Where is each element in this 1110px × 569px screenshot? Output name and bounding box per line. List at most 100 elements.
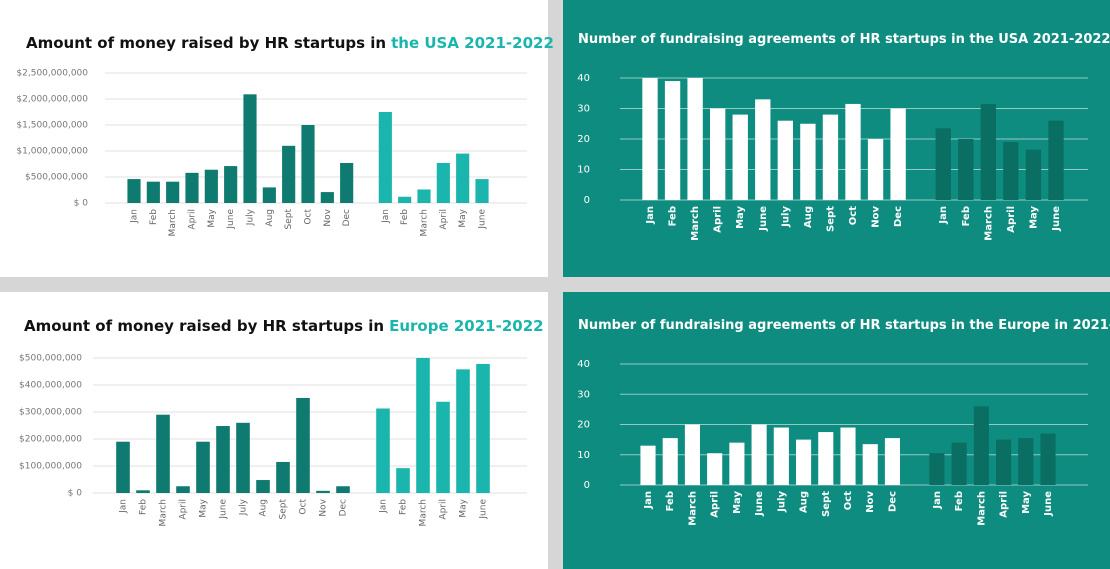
x-tick-label: June bbox=[758, 206, 769, 232]
y-tick-label: $500,000,000 bbox=[25, 173, 88, 183]
bar bbox=[662, 438, 678, 485]
x-tick-label: July bbox=[239, 498, 249, 516]
x-tick-label: Jan bbox=[932, 491, 943, 510]
bar bbox=[475, 179, 489, 203]
x-tick-label: May bbox=[735, 206, 746, 229]
x-tick-label: Sept bbox=[821, 491, 832, 517]
x-tick-label: Aug bbox=[265, 209, 275, 227]
x-tick-label: Nov bbox=[319, 498, 329, 516]
panel-background bbox=[563, 292, 1110, 569]
bar bbox=[755, 99, 771, 200]
x-tick-label: May bbox=[1021, 491, 1032, 514]
x-tick-label: March bbox=[690, 206, 701, 241]
bar bbox=[256, 480, 270, 493]
x-tick-label: July bbox=[246, 208, 256, 226]
x-tick-label: June bbox=[219, 499, 229, 520]
y-tick-label: $400,000,000 bbox=[19, 381, 82, 391]
x-tick-label: June bbox=[226, 209, 236, 230]
bar bbox=[476, 363, 490, 493]
bar bbox=[862, 444, 878, 485]
x-tick-label: Jan bbox=[938, 206, 949, 225]
x-tick-label: Dec bbox=[339, 499, 349, 516]
chart-panel: Amount of money raised by HR startups in… bbox=[0, 292, 548, 569]
bar bbox=[262, 187, 276, 203]
bar bbox=[196, 441, 210, 493]
bar bbox=[204, 169, 218, 203]
bar bbox=[973, 406, 989, 485]
bar bbox=[396, 468, 410, 493]
bar bbox=[951, 442, 967, 485]
bar bbox=[296, 397, 310, 493]
x-tick-label: June bbox=[1051, 206, 1062, 232]
chart-title: Amount of money raised by HR startups in… bbox=[24, 317, 544, 335]
bar bbox=[996, 439, 1012, 485]
x-tick-label: Oct bbox=[304, 209, 314, 225]
y-tick-label: 20 bbox=[577, 134, 590, 145]
title-text: Number of fundraising agreements of HR s… bbox=[578, 32, 1110, 47]
bar bbox=[1048, 120, 1064, 200]
x-tick-label: Jan bbox=[379, 499, 389, 514]
x-tick-label: Jan bbox=[119, 499, 129, 514]
title-text: Amount of money raised by HR startups in bbox=[24, 317, 384, 335]
y-tick-label: 30 bbox=[577, 104, 590, 115]
x-tick-label: Oct bbox=[843, 491, 854, 510]
bar bbox=[136, 490, 150, 493]
x-tick-label: Feb bbox=[665, 491, 676, 511]
x-tick-label: Oct bbox=[299, 499, 309, 515]
chart-title: Number of fundraising agreements of HR s… bbox=[578, 318, 1110, 333]
x-tick-label: April bbox=[999, 491, 1010, 518]
bar bbox=[796, 439, 812, 485]
y-tick-label: $1,000,000,000 bbox=[16, 147, 88, 157]
bar bbox=[416, 358, 430, 493]
x-tick-label: May bbox=[207, 208, 217, 227]
bar bbox=[456, 153, 470, 203]
bar bbox=[282, 145, 296, 203]
x-tick-label: Feb bbox=[954, 491, 965, 511]
y-tick-label: $ 0 bbox=[74, 199, 89, 209]
y-tick-label: $200,000,000 bbox=[19, 435, 82, 445]
x-tick-label: April bbox=[713, 206, 724, 233]
bar bbox=[935, 128, 951, 200]
x-tick-label: Dec bbox=[893, 206, 904, 227]
bar bbox=[336, 486, 350, 493]
x-tick-label: Aug bbox=[803, 206, 814, 228]
x-tick-label: April bbox=[1006, 206, 1017, 233]
bar bbox=[417, 189, 431, 203]
x-tick-label: Nov bbox=[871, 206, 882, 228]
x-tick-label: Nov bbox=[323, 208, 333, 226]
bar bbox=[1040, 433, 1056, 485]
bar bbox=[301, 125, 315, 203]
bar bbox=[376, 408, 390, 493]
x-tick-label: April bbox=[179, 499, 189, 520]
bar bbox=[684, 424, 700, 485]
bar bbox=[456, 369, 470, 493]
x-tick-label: Sept bbox=[284, 209, 294, 230]
bar bbox=[687, 78, 703, 200]
x-tick-label: May bbox=[458, 208, 468, 227]
x-tick-label: March bbox=[687, 491, 698, 526]
bar bbox=[1025, 149, 1042, 200]
bar bbox=[216, 426, 230, 493]
x-tick-label: Feb bbox=[961, 206, 972, 226]
bar bbox=[146, 181, 160, 203]
chart-panel: Amount of money raised by HR startups in… bbox=[0, 0, 554, 277]
x-tick-label: Feb bbox=[668, 206, 679, 226]
bar bbox=[777, 120, 794, 200]
x-tick-label: March bbox=[159, 499, 169, 526]
x-tick-label: Feb bbox=[149, 209, 159, 225]
x-tick-label: May bbox=[459, 498, 469, 517]
y-tick-label: $1,500,000,000 bbox=[16, 121, 88, 131]
bar bbox=[156, 414, 170, 493]
x-tick-label: April bbox=[188, 209, 198, 230]
x-tick-label: Oct bbox=[848, 206, 859, 225]
title-highlight: the USA 2021-2022 bbox=[391, 34, 554, 52]
bar bbox=[709, 108, 726, 200]
title-text: Number of fundraising agreements of HR s… bbox=[578, 318, 1110, 333]
bar bbox=[316, 490, 330, 493]
x-tick-label: Jan bbox=[645, 206, 656, 225]
x-tick-label: Jan bbox=[643, 491, 654, 510]
bar bbox=[822, 114, 839, 200]
x-tick-label: April bbox=[439, 209, 449, 230]
y-tick-label: 30 bbox=[577, 389, 590, 400]
bar bbox=[867, 139, 884, 200]
